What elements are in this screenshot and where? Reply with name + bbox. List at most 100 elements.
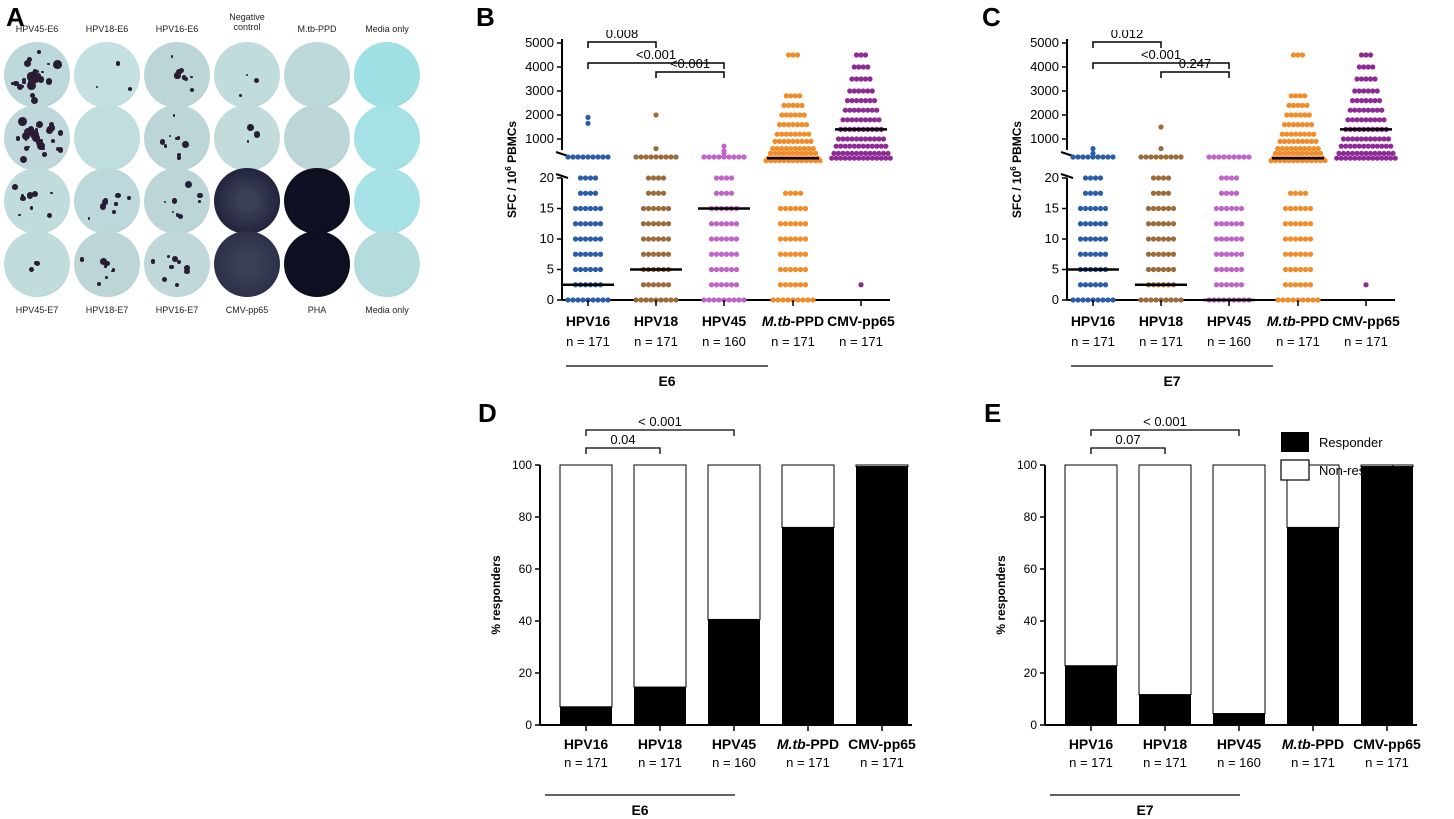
data-point [1352, 155, 1358, 161]
data-point [803, 150, 810, 156]
data-point [572, 251, 579, 257]
data-point [1228, 251, 1235, 257]
data-point [787, 236, 794, 242]
spot [41, 70, 45, 74]
data-point [1307, 251, 1314, 257]
data-point [731, 154, 737, 160]
data-point [1070, 297, 1076, 303]
bar-non-responder [1138, 464, 1192, 696]
data-point [713, 282, 720, 288]
data-point [1290, 138, 1297, 144]
spot [114, 192, 121, 199]
data-point [1354, 117, 1360, 123]
data-point [1297, 282, 1304, 288]
data-point [862, 98, 869, 104]
data-point [1246, 154, 1252, 160]
data-point [785, 150, 792, 156]
spot [245, 73, 249, 77]
y-tick-label: 15 [540, 201, 554, 216]
data-point [1374, 88, 1380, 94]
data-point [1295, 122, 1301, 128]
data-point [1381, 136, 1387, 142]
data-point [1358, 136, 1365, 142]
data-point [1370, 155, 1376, 161]
group-label: E6 [631, 802, 648, 818]
data-point [708, 236, 715, 242]
x-tick-label: M.tb-PPD [762, 313, 824, 329]
data-point [772, 138, 778, 144]
spot [22, 80, 26, 84]
data-point [1282, 282, 1289, 288]
y-tick-label: 5 [1052, 262, 1059, 277]
data-point [844, 136, 851, 142]
n-label: n = 171 [1139, 334, 1183, 349]
data-point [1284, 112, 1290, 118]
data-point [1361, 143, 1367, 149]
data-point [1153, 154, 1159, 160]
data-point [865, 155, 871, 161]
data-point [851, 107, 857, 113]
data-point [867, 150, 873, 156]
data-point [1221, 154, 1227, 160]
elispot-well-image: HPV45-E6 HPV18-E6 HPV16-E6 Negative control M… [0, 0, 420, 330]
spot [50, 191, 54, 195]
data-point [585, 120, 591, 126]
data-point [849, 76, 855, 82]
spot [150, 259, 156, 264]
data-point [1165, 205, 1172, 212]
data-point [1165, 175, 1172, 181]
spot [87, 216, 91, 220]
spot [164, 144, 168, 148]
data-point [792, 221, 799, 227]
data-point [736, 297, 742, 303]
data-point [731, 297, 737, 303]
data-point [1223, 282, 1230, 288]
data-point [592, 236, 599, 242]
data-point [582, 251, 589, 257]
spot [182, 141, 189, 148]
x-tick-label: M.tb-PPD [1267, 313, 1329, 329]
data-point [1286, 150, 1292, 156]
elispot-well [4, 231, 70, 297]
data-point [650, 251, 657, 257]
data-point [869, 107, 875, 113]
spot [57, 130, 63, 136]
spot [175, 213, 180, 217]
data-point [787, 282, 794, 288]
data-point [1293, 93, 1299, 99]
data-point [1150, 175, 1157, 181]
data-point [1347, 107, 1353, 113]
y-tick-label: 40 [519, 614, 533, 628]
data-point [853, 136, 860, 142]
well-label-top: HPV18-E6 [85, 24, 129, 34]
data-point [1223, 175, 1230, 181]
x-tick-label: HPV16 [1069, 736, 1114, 752]
data-point [785, 297, 791, 303]
data-point [660, 175, 667, 181]
p-value-label: 0.012 [1111, 30, 1144, 41]
data-point [775, 297, 781, 303]
data-point [660, 221, 667, 227]
data-point [810, 297, 816, 303]
data-point [1356, 155, 1362, 161]
data-point [858, 98, 864, 104]
n-label: n = 171 [786, 755, 830, 770]
data-point [1233, 236, 1240, 242]
data-point [640, 282, 647, 288]
data-point [643, 154, 649, 160]
data-point [1178, 297, 1184, 303]
data-point [797, 221, 804, 227]
data-point [1241, 154, 1247, 160]
data-point [1354, 136, 1360, 142]
data-point [1388, 155, 1394, 161]
well-label-bottom: HPV18-E7 [85, 305, 129, 315]
data-point [1358, 150, 1365, 156]
data-point [592, 205, 599, 212]
data-point [585, 114, 591, 120]
data-point [1317, 150, 1324, 156]
spot [95, 86, 98, 89]
data-point [728, 175, 735, 181]
data-point [1145, 205, 1152, 212]
data-point [1304, 122, 1310, 128]
data-point [592, 251, 599, 257]
